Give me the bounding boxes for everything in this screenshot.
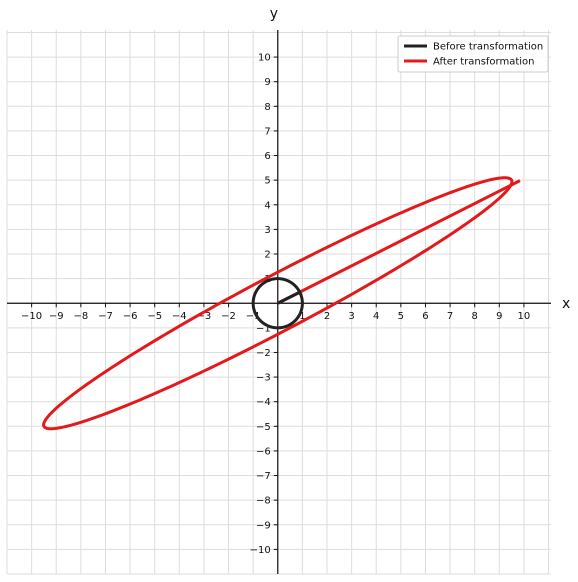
x-tick-label: 6	[422, 311, 428, 322]
x-tick-label: 1	[299, 311, 305, 322]
y-tick-label: −10	[250, 545, 271, 556]
x-tick-label: 10	[518, 311, 531, 322]
before-transformation-circle	[251, 277, 304, 330]
x-tick-label: 3	[348, 311, 354, 322]
y-tick-label: 7	[264, 126, 270, 137]
y-tick-label: −6	[256, 446, 271, 457]
series-layer	[42, 176, 521, 431]
x-axis-title: x	[562, 296, 570, 312]
after-transformation-radius	[277, 179, 521, 305]
y-tick-label: −9	[256, 520, 271, 531]
x-tick-label: 8	[472, 311, 478, 322]
x-tick-label: 5	[398, 311, 404, 322]
x-tick-label: −2	[221, 311, 236, 322]
legend-box	[397, 35, 549, 73]
x-tick-label: 7	[447, 311, 453, 322]
tick-labels: −10 −9 −8 −7 −6 −5 −4 −3 −2 −1 1 2 3 4 5 6 7 8 9 10−10−9−8−…	[21, 53, 530, 556]
y-tick-label: −2	[256, 348, 271, 359]
y-tick-label: 9	[264, 77, 270, 88]
y-tick-label: 2	[264, 250, 270, 261]
y-tick-label: 4	[264, 200, 270, 211]
x-tick-label: −9	[49, 311, 64, 322]
y-tick-label: −1	[256, 323, 271, 334]
x-tick-label: 9	[496, 311, 502, 322]
x-tick-label: 2	[324, 311, 330, 322]
legend-label-after: After transformation	[433, 57, 535, 68]
x-tick-label: 4	[373, 311, 379, 322]
before-transformation-radius	[277, 290, 301, 305]
legend-label-before: Before transformation	[433, 42, 543, 53]
y-tick-label: −4	[256, 397, 271, 408]
y-tick-label: 6	[264, 151, 270, 162]
y-tick-label: −3	[256, 373, 271, 384]
after-transformation-ellipse	[42, 176, 514, 431]
x-tick-label: −3	[197, 311, 212, 322]
x-tick-label: −10	[21, 311, 42, 322]
x-tick-label: −1	[246, 311, 261, 322]
y-axis-title: y	[270, 6, 278, 22]
y-tick-label: 10	[258, 53, 271, 64]
y-tick-label: 3	[264, 225, 270, 236]
x-tick-label: −7	[98, 311, 113, 322]
x-tick-label: −8	[73, 311, 88, 322]
y-tick-label: −7	[256, 471, 271, 482]
y-tick-label: 5	[264, 176, 270, 187]
x-tick-label: −4	[172, 311, 187, 322]
legend: Before transformation After transformati…	[397, 35, 549, 73]
y-tick-label: 8	[264, 102, 270, 113]
x-tick-label: −6	[123, 311, 138, 322]
y-tick-label: −5	[256, 422, 271, 433]
x-tick-label: −5	[147, 311, 162, 322]
y-tick-label: −8	[256, 496, 271, 507]
